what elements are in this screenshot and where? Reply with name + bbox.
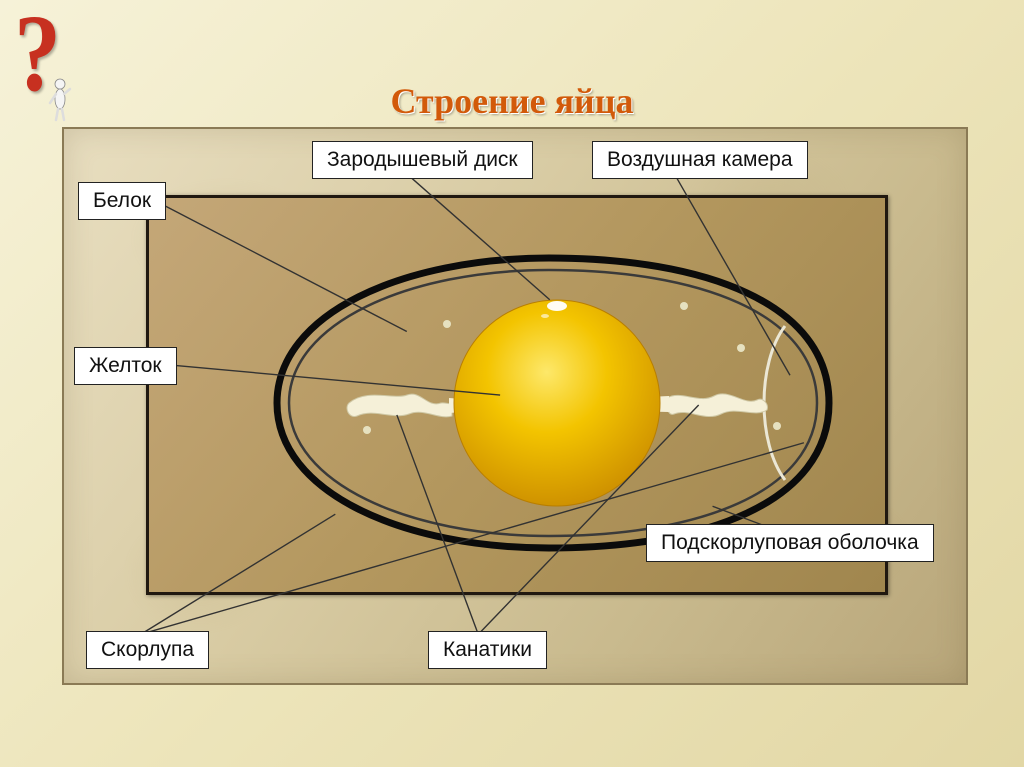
label-chalazae-text: Канатики — [443, 638, 532, 661]
label-yolk-text: Желток — [89, 354, 162, 377]
label-yolk: Желток — [74, 347, 177, 385]
label-germinal-disc: Зародышевый диск — [312, 141, 533, 179]
chalaza-left — [347, 394, 452, 417]
yolk-circle — [454, 300, 660, 506]
label-air-chamber-text: Воздушная камера — [607, 148, 793, 171]
page-title: Строение яйца — [0, 80, 1024, 122]
germinal-disc-mark — [547, 301, 567, 311]
label-albumen: Белок — [78, 182, 166, 220]
label-chalazae: Канатики — [428, 631, 547, 669]
air-chamber-line — [764, 326, 785, 480]
chalaza-right — [666, 394, 767, 417]
diagram-panel: Зародышевый диск Воздушная камера Белок … — [62, 127, 968, 685]
label-shell: Скорлупа — [86, 631, 209, 669]
label-air-chamber: Воздушная камера — [592, 141, 808, 179]
label-submembrane: Подскорлуповая оболочка — [646, 524, 934, 562]
label-shell-text: Скорлупа — [101, 638, 194, 661]
label-albumen-text: Белок — [93, 189, 151, 212]
label-germinal-disc-text: Зародышевый диск — [327, 148, 518, 171]
label-submembrane-text: Подскорлуповая оболочка — [661, 531, 919, 554]
